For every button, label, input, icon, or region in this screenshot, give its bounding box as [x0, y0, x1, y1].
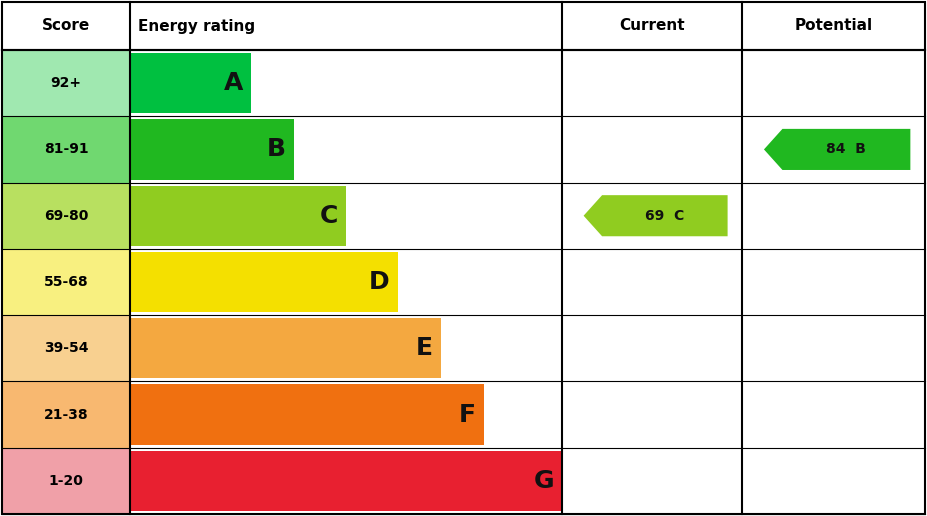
Bar	[2, 448, 130, 514]
Bar	[130, 119, 294, 180]
Text: 81-91: 81-91	[44, 142, 88, 156]
Text: 39-54: 39-54	[44, 341, 88, 356]
Text: 69  C: 69 C	[645, 208, 684, 223]
Bar	[2, 50, 130, 116]
Text: G: G	[533, 469, 554, 493]
Bar	[2, 381, 130, 448]
Bar	[2, 315, 130, 381]
Polygon shape	[764, 129, 910, 170]
Text: 21-38: 21-38	[44, 408, 88, 422]
Bar	[130, 252, 398, 312]
Bar	[2, 183, 130, 249]
Text: 55-68: 55-68	[44, 275, 88, 289]
Text: A: A	[223, 71, 243, 95]
Text: B: B	[267, 137, 286, 162]
Bar	[130, 53, 251, 114]
Bar	[130, 384, 484, 445]
Bar	[130, 450, 562, 511]
Bar	[130, 318, 441, 378]
Bar	[130, 186, 346, 246]
Text: 69-80: 69-80	[44, 208, 88, 223]
Text: Potential: Potential	[794, 19, 872, 34]
Text: 1-20: 1-20	[48, 474, 83, 488]
Bar	[2, 116, 130, 183]
Text: Score: Score	[42, 19, 90, 34]
Text: Energy rating: Energy rating	[138, 19, 255, 34]
Text: E: E	[416, 336, 433, 360]
Text: F: F	[459, 402, 476, 427]
Bar	[2, 249, 130, 315]
Text: 84  B: 84 B	[827, 142, 867, 156]
Text: Current: Current	[619, 19, 685, 34]
Text: D: D	[369, 270, 390, 294]
Text: 92+: 92+	[50, 76, 82, 90]
Polygon shape	[584, 195, 728, 236]
Text: C: C	[320, 204, 338, 228]
